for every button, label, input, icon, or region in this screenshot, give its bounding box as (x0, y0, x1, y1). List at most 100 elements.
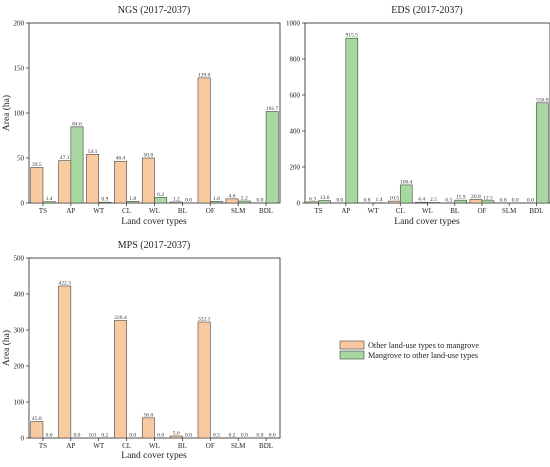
bar-mangrove-to-other (98, 201, 112, 204)
panel-eds: EDS (2017-2037) Land cover types 0 200 400… (286, 5, 550, 227)
data-label: 326.4 (114, 315, 127, 321)
bar-mangrove-to-other (209, 201, 223, 204)
x-tick-label: AP (66, 207, 75, 215)
legend-swatch-other-to-mangrove (339, 340, 365, 350)
data-label: 2.2 (241, 196, 248, 202)
data-label: 1.4 (376, 197, 383, 203)
data-label: 0.0 (527, 198, 534, 204)
data-label: 46.4 (116, 156, 126, 162)
data-label: 1.8 (213, 196, 220, 202)
panel-ngs: NGS (2017-2037) Area (ha) Land cover typ… (1, 5, 281, 227)
bar-mangrove-to-other (318, 200, 331, 204)
y-tick-label: 0 (297, 199, 301, 207)
data-label: 84.6 (72, 121, 82, 127)
x-tick-label: WL (149, 207, 160, 215)
bar-other-to-mangrove (169, 201, 183, 204)
bar-mangrove-to-other (481, 200, 495, 204)
x-tick-label: AP (341, 207, 350, 215)
x-tick-label: WL (149, 442, 160, 450)
x-tick-label: OF (206, 207, 215, 215)
y-tick-label: 200 (290, 163, 301, 171)
data-label: 1.2 (173, 196, 180, 202)
data-label: 15.9 (456, 195, 466, 201)
panel-eds-xlabel: Land cover types (394, 217, 460, 227)
panel-mps-plot: 0 100 200 300 400 500 TS 45.8 0.0 AP 422.3 0.0 WT 0.0… (14, 254, 281, 450)
x-tick-label: SLM (502, 207, 517, 215)
legend-label-other-to-mangrove: Other land-use types to mangrove (368, 341, 479, 350)
bar-mangrove-to-other (345, 37, 359, 204)
x-tick-label: BDL (259, 442, 273, 450)
bar-mangrove-to-other (265, 111, 279, 204)
y-tick-label: 200 (14, 362, 25, 370)
data-label: 0.8 (364, 197, 371, 203)
y-tick-label: 300 (14, 326, 25, 334)
x-tick-label: OF (206, 442, 215, 450)
data-label: 0.0 (73, 433, 80, 439)
panel-mps-ylabel: Area (ha) (1, 330, 12, 366)
panel-ngs-xlabel: Land cover types (121, 217, 187, 227)
bar-other-to-mangrove (58, 160, 72, 204)
panel-eds-plot: 0 200 400 600 800 1000 TS 6.3 13.6 AP 0.0 915.5 WT 0.… (286, 19, 550, 215)
data-label: 0.0 (89, 433, 96, 439)
data-label: 0.0 (185, 198, 192, 204)
bar-other-to-mangrove (30, 421, 44, 439)
legend-label-mangrove-to-other: Mangrove to other land-use types (368, 351, 478, 360)
data-label: 0.0 (269, 433, 276, 439)
data-label: 4.6 (229, 193, 236, 199)
bar-other-to-mangrove (114, 160, 127, 204)
data-label: 0.2 (101, 432, 108, 438)
bar-other-to-mangrove (469, 198, 483, 204)
x-tick-label: WT (93, 442, 105, 450)
x-tick-label: CL (122, 442, 131, 450)
panel-ngs-ylabel: Area (ha) (1, 95, 12, 131)
data-label: 0.8 (500, 197, 507, 203)
y-tick-label: 800 (290, 55, 301, 63)
data-label: 100.4 (400, 179, 413, 185)
data-label: 12.5 (483, 195, 493, 201)
y-tick-label: 500 (14, 254, 25, 262)
data-label: 6.3 (309, 196, 316, 202)
data-label: 47.1 (60, 155, 70, 161)
data-label: 1.8 (129, 196, 136, 202)
bar-other-to-mangrove (58, 285, 72, 439)
data-label: 0.0 (512, 198, 519, 204)
x-tick-label: OF (477, 207, 486, 215)
x-tick-label: BL (450, 207, 459, 215)
data-label: 0.0 (157, 433, 164, 439)
data-label: 0.0 (129, 433, 136, 439)
bar-other-to-mangrove (141, 157, 155, 204)
x-tick-label: TS (39, 442, 47, 450)
x-tick-label: AP (66, 442, 75, 450)
bar-other-to-mangrove (225, 198, 239, 204)
data-label: 50.0 (143, 153, 153, 159)
plot-frame (304, 22, 550, 204)
bar-mangrove-to-other (70, 126, 84, 204)
data-label: 101.7 (266, 106, 279, 112)
data-label: 54.1 (88, 149, 98, 155)
data-label: 39.5 (32, 162, 42, 168)
bar-other-to-mangrove (114, 320, 127, 439)
bar-other-to-mangrove (141, 417, 155, 439)
panel-eds-title: EDS (2017-2037) (391, 5, 462, 16)
y-tick-label: 1000 (286, 19, 301, 27)
x-tick-label: CL (396, 207, 405, 215)
data-label: 1.4 (46, 196, 53, 202)
data-label: 322.1 (198, 317, 211, 323)
data-label: 4.4 (418, 197, 425, 203)
data-label: 556.8 (536, 97, 549, 103)
y-tick-label: 150 (14, 64, 25, 72)
bar-other-to-mangrove (86, 154, 100, 204)
data-label: 0.0 (256, 433, 263, 439)
data-label: 0.9 (101, 197, 108, 203)
bar-other-to-mangrove (169, 435, 183, 439)
data-label: 56.0 (143, 412, 153, 418)
data-label: 0.0 (185, 433, 192, 439)
y-tick-label: 0 (21, 434, 25, 442)
y-tick-label: 400 (290, 127, 301, 135)
data-label: 139.0 (198, 72, 211, 78)
data-label: 0.0 (241, 433, 248, 439)
data-label: 0.0 (336, 198, 343, 204)
data-label: 13.6 (320, 195, 330, 201)
x-tick-label: BDL (259, 207, 273, 215)
panel-mps-xlabel: Land cover types (121, 451, 187, 461)
